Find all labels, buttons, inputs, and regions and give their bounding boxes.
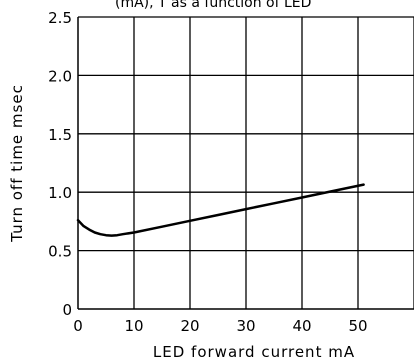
y-tick-label: 2.5: [48, 9, 72, 27]
y-tick-label: 2.0: [48, 67, 72, 85]
top-caption-fragment: (mA), T as a function of LED: [115, 0, 311, 11]
x-tick-label: 50: [348, 317, 367, 335]
y-tick-label: 1.5: [48, 126, 72, 144]
x-axis-title: LED forward current mA: [153, 343, 355, 361]
tick-labels: 0 10 20 30 40 50 0 0.5 1.0 1.5 2.0 2.5: [48, 9, 367, 335]
grid-lines: [78, 16, 414, 309]
y-tick-label: 1.0: [48, 184, 72, 202]
y-tick-label: 0: [62, 301, 72, 319]
x-tick-label: 30: [236, 317, 255, 335]
x-tick-label: 20: [180, 317, 199, 335]
x-tick-label: 40: [292, 317, 311, 335]
x-tick-label: 0: [73, 317, 83, 335]
x-tick-label: 10: [124, 317, 143, 335]
y-tick-label: 0.5: [48, 243, 72, 261]
y-axis-title: Turn off time msec: [8, 84, 26, 243]
plot-area: [76, 183, 365, 237]
series-line: [76, 183, 365, 237]
axes: [77, 17, 414, 310]
